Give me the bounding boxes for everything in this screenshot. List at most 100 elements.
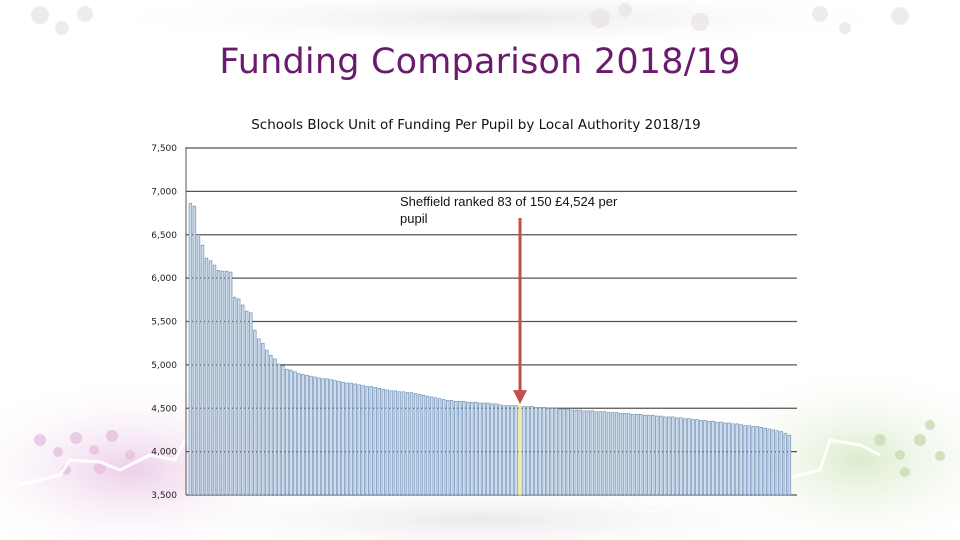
y-tick-label: 5,500 <box>151 318 177 328</box>
bar <box>277 363 281 496</box>
bar <box>220 270 225 496</box>
bar <box>349 382 353 496</box>
bar <box>490 403 494 496</box>
bar <box>216 270 221 496</box>
y-axis-ticks: 3,500 4,000 4,500 5,000 5,500 6,000 6,500 7,000… <box>151 144 177 501</box>
bar <box>703 420 707 496</box>
bar <box>273 358 277 496</box>
bar <box>606 412 611 496</box>
bar <box>723 422 727 496</box>
bar <box>598 411 603 496</box>
bar <box>405 392 410 496</box>
bar <box>614 412 619 496</box>
bar <box>574 409 579 496</box>
bar <box>779 431 784 496</box>
bar <box>755 426 759 496</box>
bar <box>429 396 434 496</box>
annotation-line-1: Sheffield ranked 83 of 150 £4,524 per <box>400 194 618 209</box>
bar <box>385 389 390 496</box>
bar <box>417 394 422 496</box>
y-tick-label: 7,000 <box>151 187 177 197</box>
bar <box>249 312 253 496</box>
bar <box>329 379 333 496</box>
y-tick-label: 4,000 <box>151 448 177 458</box>
y-tick-label: 6,500 <box>151 231 177 241</box>
bar <box>409 392 414 496</box>
bar <box>590 410 595 496</box>
y-tick-label: 7,500 <box>151 144 177 154</box>
bar <box>281 365 285 496</box>
bar <box>462 401 466 496</box>
bar <box>401 391 406 496</box>
bar <box>212 264 217 496</box>
bar <box>526 406 530 496</box>
bar <box>787 434 792 496</box>
bar <box>691 419 695 496</box>
bar <box>297 373 301 496</box>
bar <box>542 407 546 496</box>
bar <box>200 244 205 496</box>
bar <box>767 428 771 496</box>
bar <box>224 270 229 496</box>
bar <box>393 390 398 496</box>
bar <box>699 420 703 496</box>
bar <box>783 433 788 496</box>
annotation-line-2: pupil <box>400 211 428 226</box>
y-tick-label: 3,500 <box>151 491 177 501</box>
bar <box>373 387 378 496</box>
bar <box>650 414 655 496</box>
bar <box>305 374 309 496</box>
bar <box>510 405 514 496</box>
bar <box>236 298 241 496</box>
bar <box>550 407 554 496</box>
bar <box>610 412 615 496</box>
bar <box>771 429 776 496</box>
bar <box>377 387 382 496</box>
bar <box>683 418 687 496</box>
bar <box>257 338 261 496</box>
bar <box>289 369 293 496</box>
bar <box>482 402 486 496</box>
bar <box>208 260 213 496</box>
bar <box>413 393 418 496</box>
bar <box>659 415 663 496</box>
bar <box>333 380 337 496</box>
bar <box>269 355 273 496</box>
bar <box>602 411 607 496</box>
bar <box>502 405 506 496</box>
bar <box>337 381 341 496</box>
bar <box>192 205 197 496</box>
bar <box>265 349 269 496</box>
bar <box>369 386 373 496</box>
bar <box>626 413 631 496</box>
bar <box>433 397 438 496</box>
bar <box>232 296 237 496</box>
y-tick-label: 4,500 <box>151 404 177 414</box>
bar <box>671 416 675 496</box>
bar <box>582 410 587 496</box>
bar <box>196 234 201 496</box>
gridlines <box>186 147 797 496</box>
bar <box>634 414 639 496</box>
bar <box>731 423 735 496</box>
bar <box>622 413 627 496</box>
bar <box>498 404 502 496</box>
bar <box>357 384 361 496</box>
bar <box>759 427 763 496</box>
bar <box>522 406 526 496</box>
bar <box>317 377 321 496</box>
bars <box>188 203 792 496</box>
bar <box>642 414 647 496</box>
bar <box>445 400 450 496</box>
bar <box>747 425 751 496</box>
bar <box>421 394 426 496</box>
bar <box>586 410 591 496</box>
highlight-arrow <box>513 218 528 405</box>
bar <box>345 382 349 496</box>
bar <box>655 415 659 496</box>
bar <box>538 407 542 496</box>
bar <box>293 371 297 496</box>
bar <box>458 401 462 496</box>
bar-highlight <box>518 405 522 496</box>
